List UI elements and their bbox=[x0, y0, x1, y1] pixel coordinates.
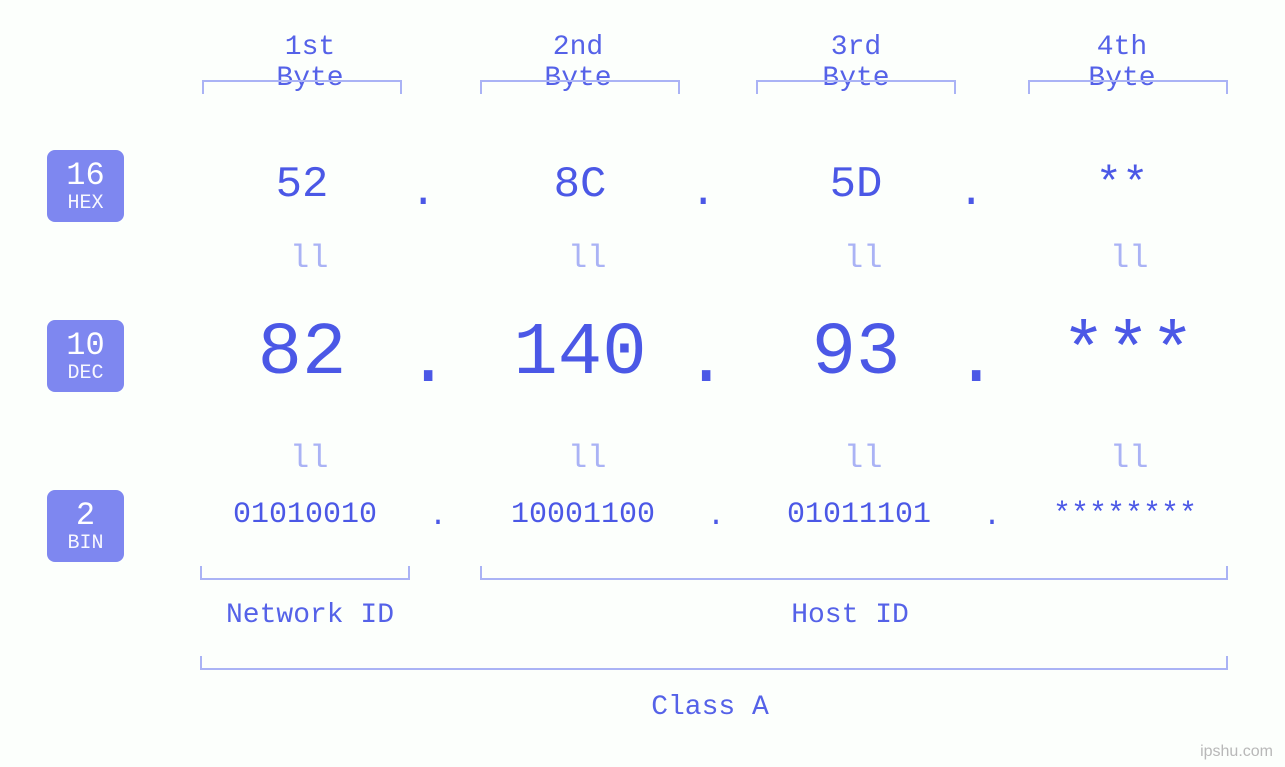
hex-byte-1: 52 bbox=[252, 160, 352, 210]
watermark: ipshu.com bbox=[1200, 743, 1273, 761]
dec-byte-4: *** bbox=[1028, 312, 1228, 396]
bracket-byte-2 bbox=[480, 80, 680, 94]
eq-2-1: ll bbox=[290, 440, 314, 477]
bin-dot-3: . bbox=[982, 500, 1002, 534]
bin-dot-2: . bbox=[706, 500, 726, 534]
dec-byte-2: 140 bbox=[480, 312, 680, 396]
bin-byte-2: 10001100 bbox=[478, 498, 688, 532]
ip-diagram: 1st Byte 2nd Byte 3rd Byte 4th Byte 16 H… bbox=[0, 0, 1285, 767]
hex-byte-2: 8C bbox=[530, 160, 630, 210]
bracket-host-id bbox=[480, 566, 1228, 580]
bracket-byte-1 bbox=[202, 80, 402, 94]
bracket-network-id bbox=[200, 566, 410, 580]
dec-byte-3: 93 bbox=[776, 312, 936, 396]
base-badge-dec: 10 DEC bbox=[47, 320, 124, 392]
bin-byte-1: 01010010 bbox=[200, 498, 410, 532]
hex-dot-1: . bbox=[410, 168, 430, 218]
bin-dot-1: . bbox=[428, 500, 448, 534]
dec-dot-3: . bbox=[954, 320, 984, 404]
hex-dot-2: . bbox=[690, 168, 710, 218]
label-host-id: Host ID bbox=[770, 600, 930, 631]
base-num-dec: 10 bbox=[47, 330, 124, 362]
base-num-hex: 16 bbox=[47, 160, 124, 192]
base-label-dec: DEC bbox=[47, 364, 124, 384]
bracket-byte-3 bbox=[756, 80, 956, 94]
hex-byte-4: ** bbox=[1072, 160, 1172, 210]
label-class: Class A bbox=[630, 692, 790, 723]
eq-1-1: ll bbox=[290, 240, 314, 277]
bin-byte-3: 01011101 bbox=[754, 498, 964, 532]
eq-1-2: ll bbox=[568, 240, 592, 277]
base-label-bin: BIN bbox=[47, 534, 124, 554]
base-badge-bin: 2 BIN bbox=[47, 490, 124, 562]
base-label-hex: HEX bbox=[47, 194, 124, 214]
eq-1-4: ll bbox=[1110, 240, 1134, 277]
dec-dot-1: . bbox=[406, 320, 436, 404]
bracket-class bbox=[200, 656, 1228, 670]
eq-2-2: ll bbox=[568, 440, 592, 477]
eq-2-3: ll bbox=[844, 440, 868, 477]
dec-dot-2: . bbox=[684, 320, 714, 404]
bin-byte-4: ******** bbox=[1020, 498, 1230, 532]
hex-byte-3: 5D bbox=[806, 160, 906, 210]
base-num-bin: 2 bbox=[47, 500, 124, 532]
eq-2-4: ll bbox=[1110, 440, 1134, 477]
dec-byte-1: 82 bbox=[222, 312, 382, 396]
hex-dot-3: . bbox=[958, 168, 978, 218]
label-network-id: Network ID bbox=[220, 600, 400, 631]
bracket-byte-4 bbox=[1028, 80, 1228, 94]
base-badge-hex: 16 HEX bbox=[47, 150, 124, 222]
eq-1-3: ll bbox=[844, 240, 868, 277]
